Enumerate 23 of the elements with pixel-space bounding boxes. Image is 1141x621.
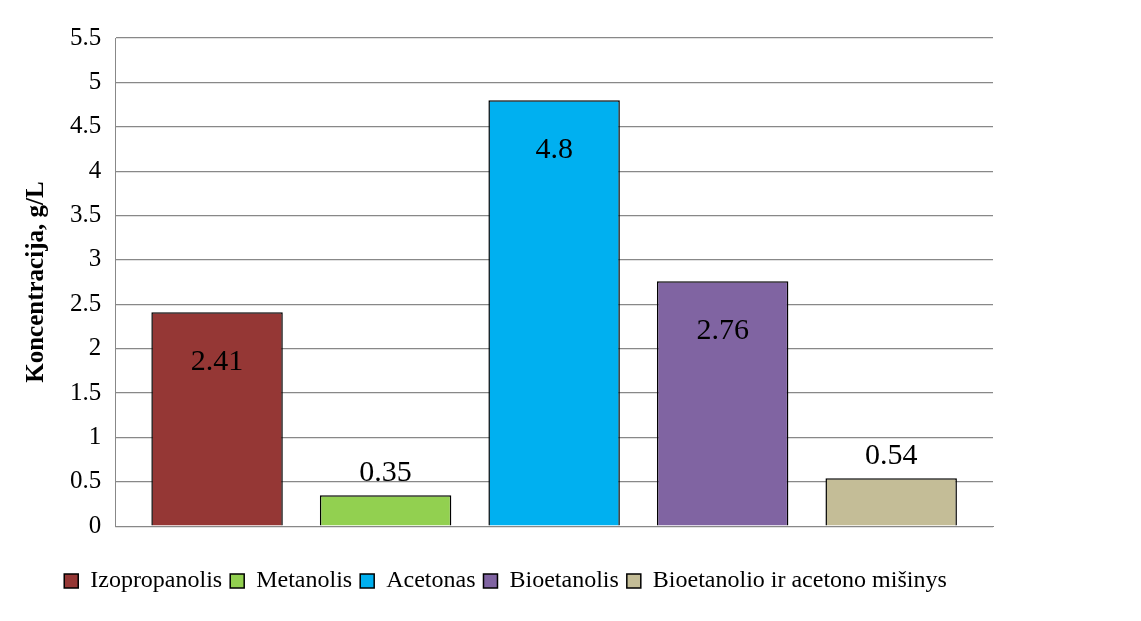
y-tick-label: 4	[88, 155, 102, 183]
legend-label: Bioetanolis	[509, 566, 619, 593]
legend-label: Izopropanolis	[90, 566, 223, 593]
y-tick-label: 3	[88, 244, 102, 272]
y-tick-label: 4.5	[70, 111, 102, 139]
y-tick-label: 2.5	[70, 288, 102, 316]
data-label: 4.8	[535, 131, 573, 165]
legend-label: Metanolis	[256, 566, 353, 593]
y-tick-label: 3.5	[70, 200, 102, 228]
y-tick-label: 5	[88, 66, 102, 94]
data-label: 0.35	[359, 454, 412, 488]
legend-label: Acetonas	[386, 566, 476, 593]
data-label: 0.54	[864, 437, 918, 471]
y-tick-label: 0	[88, 510, 102, 538]
data-label: 2.41	[190, 343, 244, 377]
y-tick-label: 2	[88, 333, 102, 361]
y-tick-label: 1.5	[70, 377, 102, 405]
y-tick-label: 0.5	[70, 466, 102, 494]
data-label: 2.76	[696, 312, 749, 346]
legend-label: Bioetanolio ir acetono mišinys	[652, 566, 947, 593]
y-tick-label: 1	[88, 422, 102, 449]
y-axis-title: Koncentracija, g/L	[21, 181, 49, 383]
y-tick-label: 5.5	[70, 22, 102, 50]
